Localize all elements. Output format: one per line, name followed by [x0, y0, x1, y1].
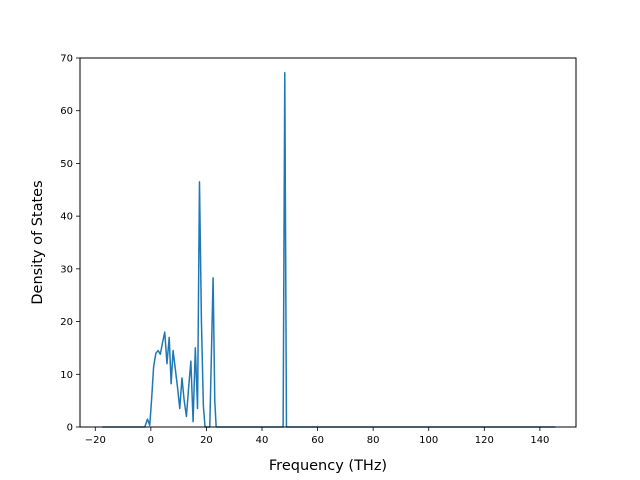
x-axis-label: Frequency (THz) — [269, 458, 387, 474]
plot-frame — [79, 57, 577, 428]
y-tick-label: 30 — [60, 264, 73, 275]
x-tick-label: 100 — [419, 435, 438, 446]
x-tick-label: 80 — [367, 435, 380, 446]
x-tick-label: 60 — [311, 435, 324, 446]
x-tick-label: −20 — [85, 435, 106, 446]
y-tick-label: 50 — [60, 159, 73, 170]
x-tick-label: 140 — [530, 435, 549, 446]
y-tick-label: 40 — [60, 212, 73, 223]
x-tick-label: 20 — [200, 435, 213, 446]
x-axis-ticks: −20 0 20 40 60 80 100 120 140 — [85, 427, 549, 446]
y-tick-label: 20 — [60, 317, 73, 328]
plot-background — [80, 58, 576, 427]
x-tick-label: 120 — [475, 435, 494, 446]
x-tick-label: 40 — [256, 435, 269, 446]
y-axis-ticks: 0 10 20 30 40 50 60 70 — [60, 54, 80, 434]
y-tick-label: 70 — [60, 54, 73, 65]
y-axis-label: Density of States — [30, 180, 46, 304]
x-tick-label: 0 — [148, 435, 154, 446]
y-tick-label: 0 — [67, 423, 73, 434]
y-tick-label: 60 — [60, 106, 73, 117]
y-tick-label: 10 — [60, 370, 73, 381]
